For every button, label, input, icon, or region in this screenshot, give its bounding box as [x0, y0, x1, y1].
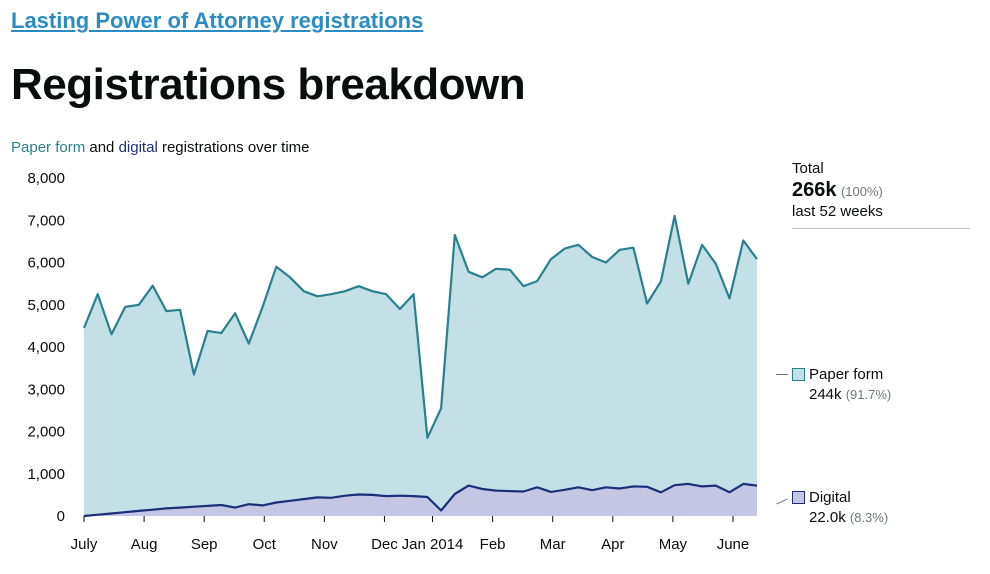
y-tick-label: 7,000 [27, 212, 65, 229]
x-tick-label: July [71, 536, 98, 553]
area-digital [84, 483, 757, 516]
x-tick-label: Feb [480, 536, 506, 553]
y-tick-label: 1,000 [27, 466, 65, 483]
x-tick-label: June [717, 536, 750, 553]
subtitle-and-word: and [89, 139, 115, 156]
legend-percent-paper: (91.7%) [845, 387, 892, 402]
x-tick-label: Jan 2014 [402, 536, 464, 553]
x-tick-label: Aug [131, 536, 158, 553]
subtitle-rest: registrations over time [161, 139, 310, 156]
legend-percent-digital: (8.3%) [849, 510, 889, 525]
x-tick-label: Sep [191, 536, 218, 553]
legend-name-paper: Paper form [809, 366, 884, 383]
total-value: 266k [792, 179, 837, 201]
y-tick-label: 6,000 [27, 255, 65, 272]
total-percent: (100%) [840, 184, 883, 199]
legend-connector-line [776, 374, 788, 375]
y-tick-label: 4,000 [27, 339, 65, 356]
legend-text-digital: Digital 22.0k (8.3%) [809, 489, 888, 526]
chart-subtitle: Paper form and digital registrations ove… [11, 139, 310, 156]
total-period: last 52 weeks [792, 203, 883, 220]
x-tick-label: Nov [311, 536, 338, 553]
legend-total-paper: 244k [809, 386, 842, 403]
legend-text-paper: Paper form 244k (91.7%) [809, 366, 891, 403]
legend-value-paper: 244k (91.7%) [809, 386, 891, 403]
y-tick-label: 8,000 [27, 170, 65, 187]
x-tick-label: Apr [601, 536, 624, 553]
legend-name-digital: Digital [809, 489, 851, 506]
legend-swatch-digital [792, 491, 805, 504]
y-tick-label: 2,000 [27, 424, 65, 441]
legend-swatch-paper [792, 368, 805, 381]
total-summary: Total 266k (100%) last 52 weeks [792, 160, 970, 229]
y-tick-label: 3,000 [27, 381, 65, 398]
y-tick-label: 0 [57, 508, 65, 525]
legend-value-digital: 22.0k (8.3%) [809, 509, 888, 526]
page-title: Registrations breakdown [11, 60, 526, 109]
x-tick-label: Dec [371, 536, 398, 553]
total-value-row: 266k (100%) [792, 179, 970, 202]
x-tick-label: Mar [540, 536, 566, 553]
x-tick-label: May [659, 536, 688, 553]
breadcrumb-link[interactable]: Lasting Power of Attorney registrations [11, 8, 424, 33]
series-line-paper-form [82, 214, 758, 439]
series-line-digital [83, 482, 758, 518]
total-label: Total [792, 160, 824, 177]
legend-total-digital: 22.0k [809, 509, 846, 526]
x-tick-label: Oct [253, 536, 277, 553]
y-tick-label: 5,000 [27, 297, 65, 314]
subtitle-digital-word: digital [118, 139, 158, 156]
subtitle-paper-word: Paper form [11, 139, 86, 156]
